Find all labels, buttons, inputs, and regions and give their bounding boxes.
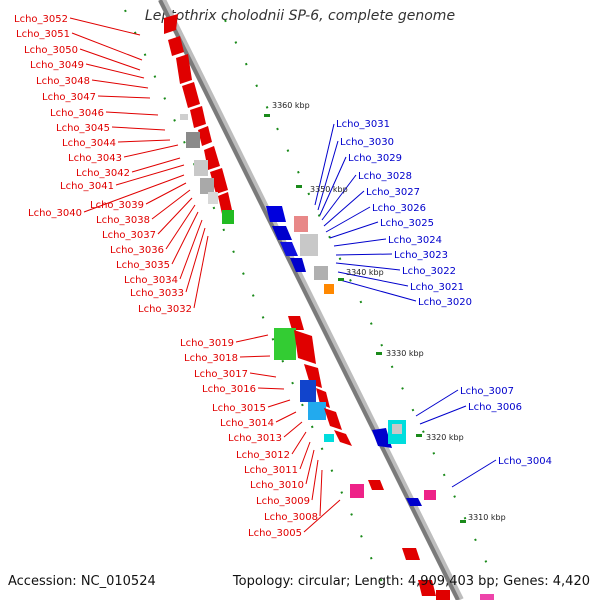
gene-label-right: Lcho_3029 bbox=[348, 153, 402, 164]
gene-label-left: Lcho_3012 bbox=[236, 450, 290, 461]
gene-label-left: Lcho_3032 bbox=[138, 304, 192, 315]
gene-label-left: Lcho_3034 bbox=[124, 275, 178, 286]
gene-label-left: Lcho_3018 bbox=[184, 353, 238, 364]
gene-label-left: Lcho_3037 bbox=[102, 230, 156, 241]
gene-label-right: Lcho_3025 bbox=[380, 218, 434, 229]
gene-label-left: Lcho_3005 bbox=[248, 528, 302, 539]
gene-label-left: Lcho_3036 bbox=[110, 245, 164, 256]
gene-label-left: Lcho_3046 bbox=[50, 108, 104, 119]
gene-label-left: Lcho_3042 bbox=[76, 168, 130, 179]
tick-labels: 3360 kbp 3350 kbp 3340 kbp 3330 kbp 3320 kbp… bbox=[272, 101, 506, 522]
gene-label-left: Lcho_3052 bbox=[14, 14, 68, 25]
gene-label-right: Lcho_3004 bbox=[498, 456, 552, 467]
gene-label-left: Lcho_3008 bbox=[264, 512, 318, 523]
gene-label-left: Lcho_3016 bbox=[202, 384, 256, 395]
tick-label: 3360 kbp bbox=[272, 101, 310, 110]
gene-label-right: Lcho_3020 bbox=[418, 297, 472, 308]
gene-label-right: Lcho_3026 bbox=[372, 203, 426, 214]
gene-label-left: Lcho_3041 bbox=[60, 181, 114, 192]
gene-label-left: Lcho_3040 bbox=[28, 208, 82, 219]
tick-label: 3310 kbp bbox=[468, 513, 506, 522]
left-leader-lines bbox=[69, 17, 341, 533]
gene-label-left: Lcho_3045 bbox=[56, 123, 110, 134]
gene-label-left: Lcho_3017 bbox=[194, 369, 248, 380]
gene-label-right: Lcho_3021 bbox=[410, 282, 464, 293]
gene-label-left: Lcho_3015 bbox=[212, 403, 266, 414]
gene-label-left: Lcho_3047 bbox=[42, 92, 96, 103]
gene-label-right: Lcho_3006 bbox=[468, 402, 522, 413]
gene-label-left: Lcho_3051 bbox=[16, 29, 70, 40]
gene-label-left: Lcho_3049 bbox=[30, 60, 84, 71]
topology-text: Topology: circular; Length: 4,909,403 bp… bbox=[232, 574, 590, 589]
gene-label-left: Lcho_3010 bbox=[250, 480, 304, 491]
gene-label-left: Lcho_3048 bbox=[36, 76, 90, 87]
gene-label-right: Lcho_3027 bbox=[366, 187, 420, 198]
tick-label: 3320 kbp bbox=[426, 433, 464, 442]
gene-label-left: Lcho_3019 bbox=[180, 338, 234, 349]
gene-label-left: Lcho_3033 bbox=[130, 288, 184, 299]
map-title: Leptothrix cholodnii SP-6, complete geno… bbox=[144, 8, 456, 24]
gene-label-left: Lcho_3039 bbox=[90, 200, 144, 211]
gene-label-left: Lcho_3014 bbox=[220, 418, 274, 429]
gene-features bbox=[164, 14, 494, 600]
accession-text: Accession: NC_010524 bbox=[8, 574, 156, 589]
gene-label-left: Lcho_3009 bbox=[256, 496, 310, 507]
gene-label-right: Lcho_3028 bbox=[358, 171, 412, 182]
gene-label-left: Lcho_3038 bbox=[96, 215, 150, 226]
gene-label-left: Lcho_3013 bbox=[228, 433, 282, 444]
tick-label: 3330 kbp bbox=[386, 349, 424, 358]
right-leader-lines bbox=[314, 123, 497, 488]
gene-label-left: Lcho_3050 bbox=[24, 45, 78, 56]
gene-label-right: Lcho_3030 bbox=[340, 137, 394, 148]
gene-label-left: Lcho_3044 bbox=[62, 138, 116, 149]
gene-label-right: Lcho_3031 bbox=[336, 119, 390, 130]
gene-label-left: Lcho_3043 bbox=[68, 153, 122, 164]
tick-label: 3350 kbp bbox=[310, 185, 348, 194]
gene-label-right: Lcho_3023 bbox=[394, 250, 448, 261]
gene-label-right: Lcho_3022 bbox=[402, 266, 456, 277]
gene-label-right: Lcho_3024 bbox=[388, 235, 442, 246]
tick-label: 3340 kbp bbox=[346, 268, 384, 277]
right-gene-labels: Lcho_3031 Lcho_3030 Lcho_3029 Lcho_3028 Lcho… bbox=[336, 119, 552, 467]
gene-label-right: Lcho_3007 bbox=[460, 386, 514, 397]
gene-label-left: Lcho_3011 bbox=[244, 465, 298, 476]
gene-label-left: Lcho_3035 bbox=[116, 260, 170, 271]
left-gene-labels: Lcho_3052 Lcho_3051 Lcho_3050 Lcho_3049 Lcho… bbox=[14, 14, 318, 539]
